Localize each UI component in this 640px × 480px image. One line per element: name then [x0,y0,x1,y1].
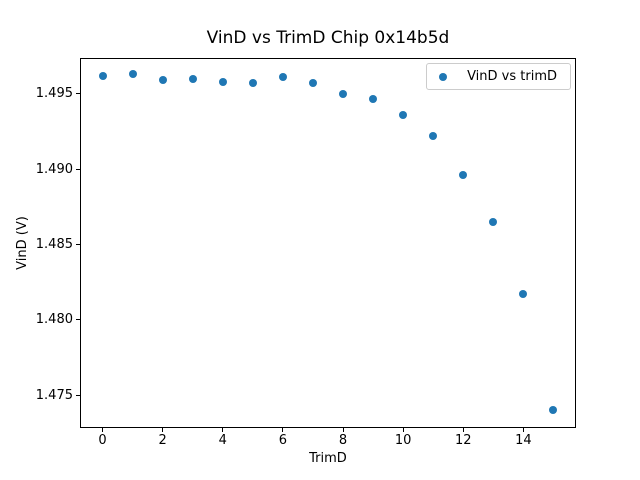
scatter-point [489,218,498,227]
x-tick-label: 0 [98,433,107,448]
scatter-point [429,132,438,141]
plot-area [80,58,576,428]
scatter-point [128,70,137,79]
scatter-point [98,71,107,80]
x-tick-label: 2 [158,433,167,448]
y-tick-label: 1.490 [35,161,73,177]
scatter-point [549,406,558,415]
scatter-point [339,89,348,98]
y-axis-label: VinD (V) [15,216,30,270]
x-tick-mark [162,428,164,432]
scatter-point [248,79,257,88]
x-tick-label: 4 [218,433,227,448]
legend-marker-dot [439,72,448,81]
x-tick-mark [402,428,404,432]
x-tick-mark [462,428,464,432]
x-tick-label: 6 [278,433,288,448]
scatter-point [278,73,287,82]
legend: VinD vs trimD [426,63,571,90]
y-tick-label: 1.485 [35,237,73,253]
y-tick-mark [76,394,80,396]
y-tick-label: 1.480 [35,312,73,328]
scatter-point [218,77,227,86]
scatter-point [188,74,197,83]
x-tick-mark [102,428,104,432]
y-tick-mark [76,168,80,170]
scatter-point [158,76,167,85]
scatter-point [369,94,378,103]
scatter-point [459,171,468,180]
y-tick-label: 1.495 [35,86,73,102]
x-tick-mark [282,428,284,432]
x-axis-label: TrimD [309,451,347,466]
x-tick-mark [342,428,344,432]
x-tick-label: 12 [454,433,472,448]
scatter-point [399,111,408,120]
scatter-point [308,79,317,88]
chart-title: VinD vs TrimD Chip 0x14b5d [206,28,450,48]
x-tick-label: 8 [338,433,348,448]
x-tick-mark [222,428,224,432]
legend-label: VinD vs trimD [467,69,557,84]
scatter-point [519,290,528,299]
y-tick-mark [76,319,80,321]
x-tick-label: 14 [515,433,532,448]
y-tick-mark [76,244,80,246]
x-tick-label: 10 [394,433,412,448]
y-tick-mark [76,93,80,95]
y-tick-label: 1.475 [35,387,73,403]
x-tick-mark [522,428,524,432]
